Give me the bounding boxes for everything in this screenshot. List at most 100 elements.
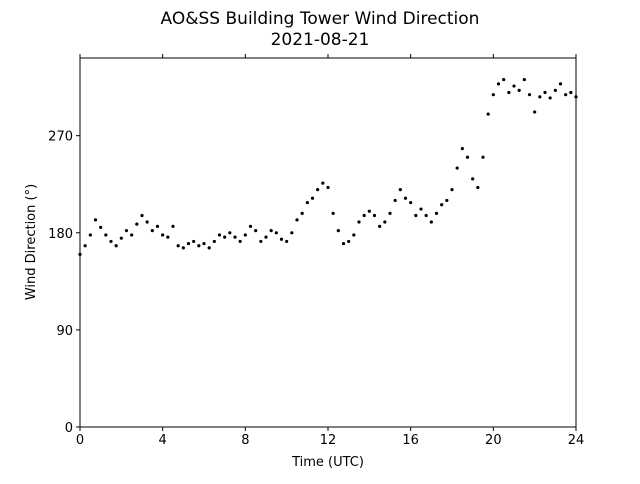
chart-subtitle: 2021-08-21: [271, 30, 370, 50]
data-point: [83, 244, 87, 248]
y-tick-label: 270: [48, 130, 73, 145]
data-point: [212, 239, 216, 244]
data-point: [460, 147, 464, 151]
data-point: [414, 213, 418, 218]
data-point: [316, 188, 320, 192]
data-point: [233, 235, 237, 239]
data-point: [93, 218, 98, 222]
y-axis-label: Wind Direction (°): [24, 184, 39, 300]
x-tick-label: 8: [241, 433, 249, 448]
data-point: [238, 239, 242, 244]
data-point: [558, 82, 563, 86]
x-tick-label: 20: [485, 433, 502, 448]
data-point: [543, 90, 547, 95]
data-point: [99, 225, 103, 229]
chart-title: AO&SS Building Tower Wind Direction: [161, 9, 480, 29]
data-point: [88, 233, 92, 237]
data-point: [166, 235, 170, 239]
x-tick-label: 16: [402, 433, 419, 448]
data-point: [419, 207, 423, 211]
data-point: [186, 241, 191, 246]
data-point: [507, 90, 511, 95]
data-point: [512, 84, 516, 88]
data-point: [424, 213, 428, 218]
data-point: [254, 229, 258, 233]
data-point: [341, 241, 346, 246]
x-tick-label: 4: [159, 433, 167, 448]
data-point: [398, 188, 402, 192]
data-point: [78, 252, 82, 256]
x-tick-label: 12: [320, 433, 337, 448]
data-point: [491, 93, 495, 97]
data-point: [321, 181, 325, 185]
data-point: [378, 224, 382, 228]
data-point: [176, 244, 180, 248]
data-point: [553, 88, 557, 92]
data-point: [383, 220, 387, 224]
data-point: [367, 209, 371, 213]
data-point: [124, 229, 129, 233]
data-point: [403, 196, 408, 200]
data-point: [114, 244, 118, 248]
x-axis-label: Time (UTC): [291, 455, 364, 470]
data-point: [285, 239, 289, 244]
data-point: [471, 177, 475, 181]
data-point: [135, 222, 139, 226]
data-point: [496, 82, 501, 86]
data-point: [109, 239, 113, 244]
data-point: [243, 233, 247, 237]
data-point: [104, 233, 108, 237]
data-point: [336, 229, 340, 233]
x-tick-label: 24: [568, 433, 585, 448]
data-point: [362, 213, 366, 218]
data-point: [465, 155, 470, 159]
y-tick-label: 180: [48, 227, 73, 242]
data-point: [192, 239, 196, 244]
data-point: [372, 213, 377, 218]
data-point: [228, 231, 232, 235]
data-point: [393, 198, 397, 203]
data-point: [248, 224, 253, 228]
data-point: [290, 231, 294, 235]
data-point: [533, 110, 537, 114]
data-point: [305, 200, 309, 205]
data-point: [326, 185, 330, 190]
data-point: [150, 229, 154, 233]
data-point: [264, 235, 268, 239]
data-point: [517, 88, 521, 92]
data-point: [171, 224, 175, 228]
data-point: [161, 233, 165, 237]
data-point: [181, 246, 185, 250]
data-point: [223, 235, 227, 239]
data-point: [445, 198, 449, 203]
data-point: [217, 233, 222, 237]
data-point: [130, 233, 134, 237]
data-point: [548, 96, 552, 100]
data-point: [155, 224, 160, 228]
data-point: [434, 211, 439, 215]
data-point: [207, 246, 211, 250]
data-point: [197, 244, 201, 248]
data-point: [481, 155, 485, 159]
data-point: [145, 220, 149, 224]
data-point: [440, 203, 444, 207]
data-point: [455, 166, 459, 170]
data-point: [564, 93, 568, 97]
y-tick-label: 90: [56, 324, 73, 339]
data-point: [331, 211, 335, 215]
data-point: [274, 231, 278, 235]
data-point: [429, 220, 433, 224]
data-point: [476, 185, 480, 190]
data-point: [295, 218, 299, 222]
data-point: [502, 77, 506, 82]
data-point: [259, 239, 263, 244]
y-tick-label: 0: [65, 421, 73, 436]
data-point: [140, 213, 144, 218]
data-point: [450, 188, 454, 192]
data-point: [522, 77, 526, 82]
data-point: [300, 211, 304, 215]
data-point: [279, 237, 284, 241]
data-point: [569, 90, 573, 95]
